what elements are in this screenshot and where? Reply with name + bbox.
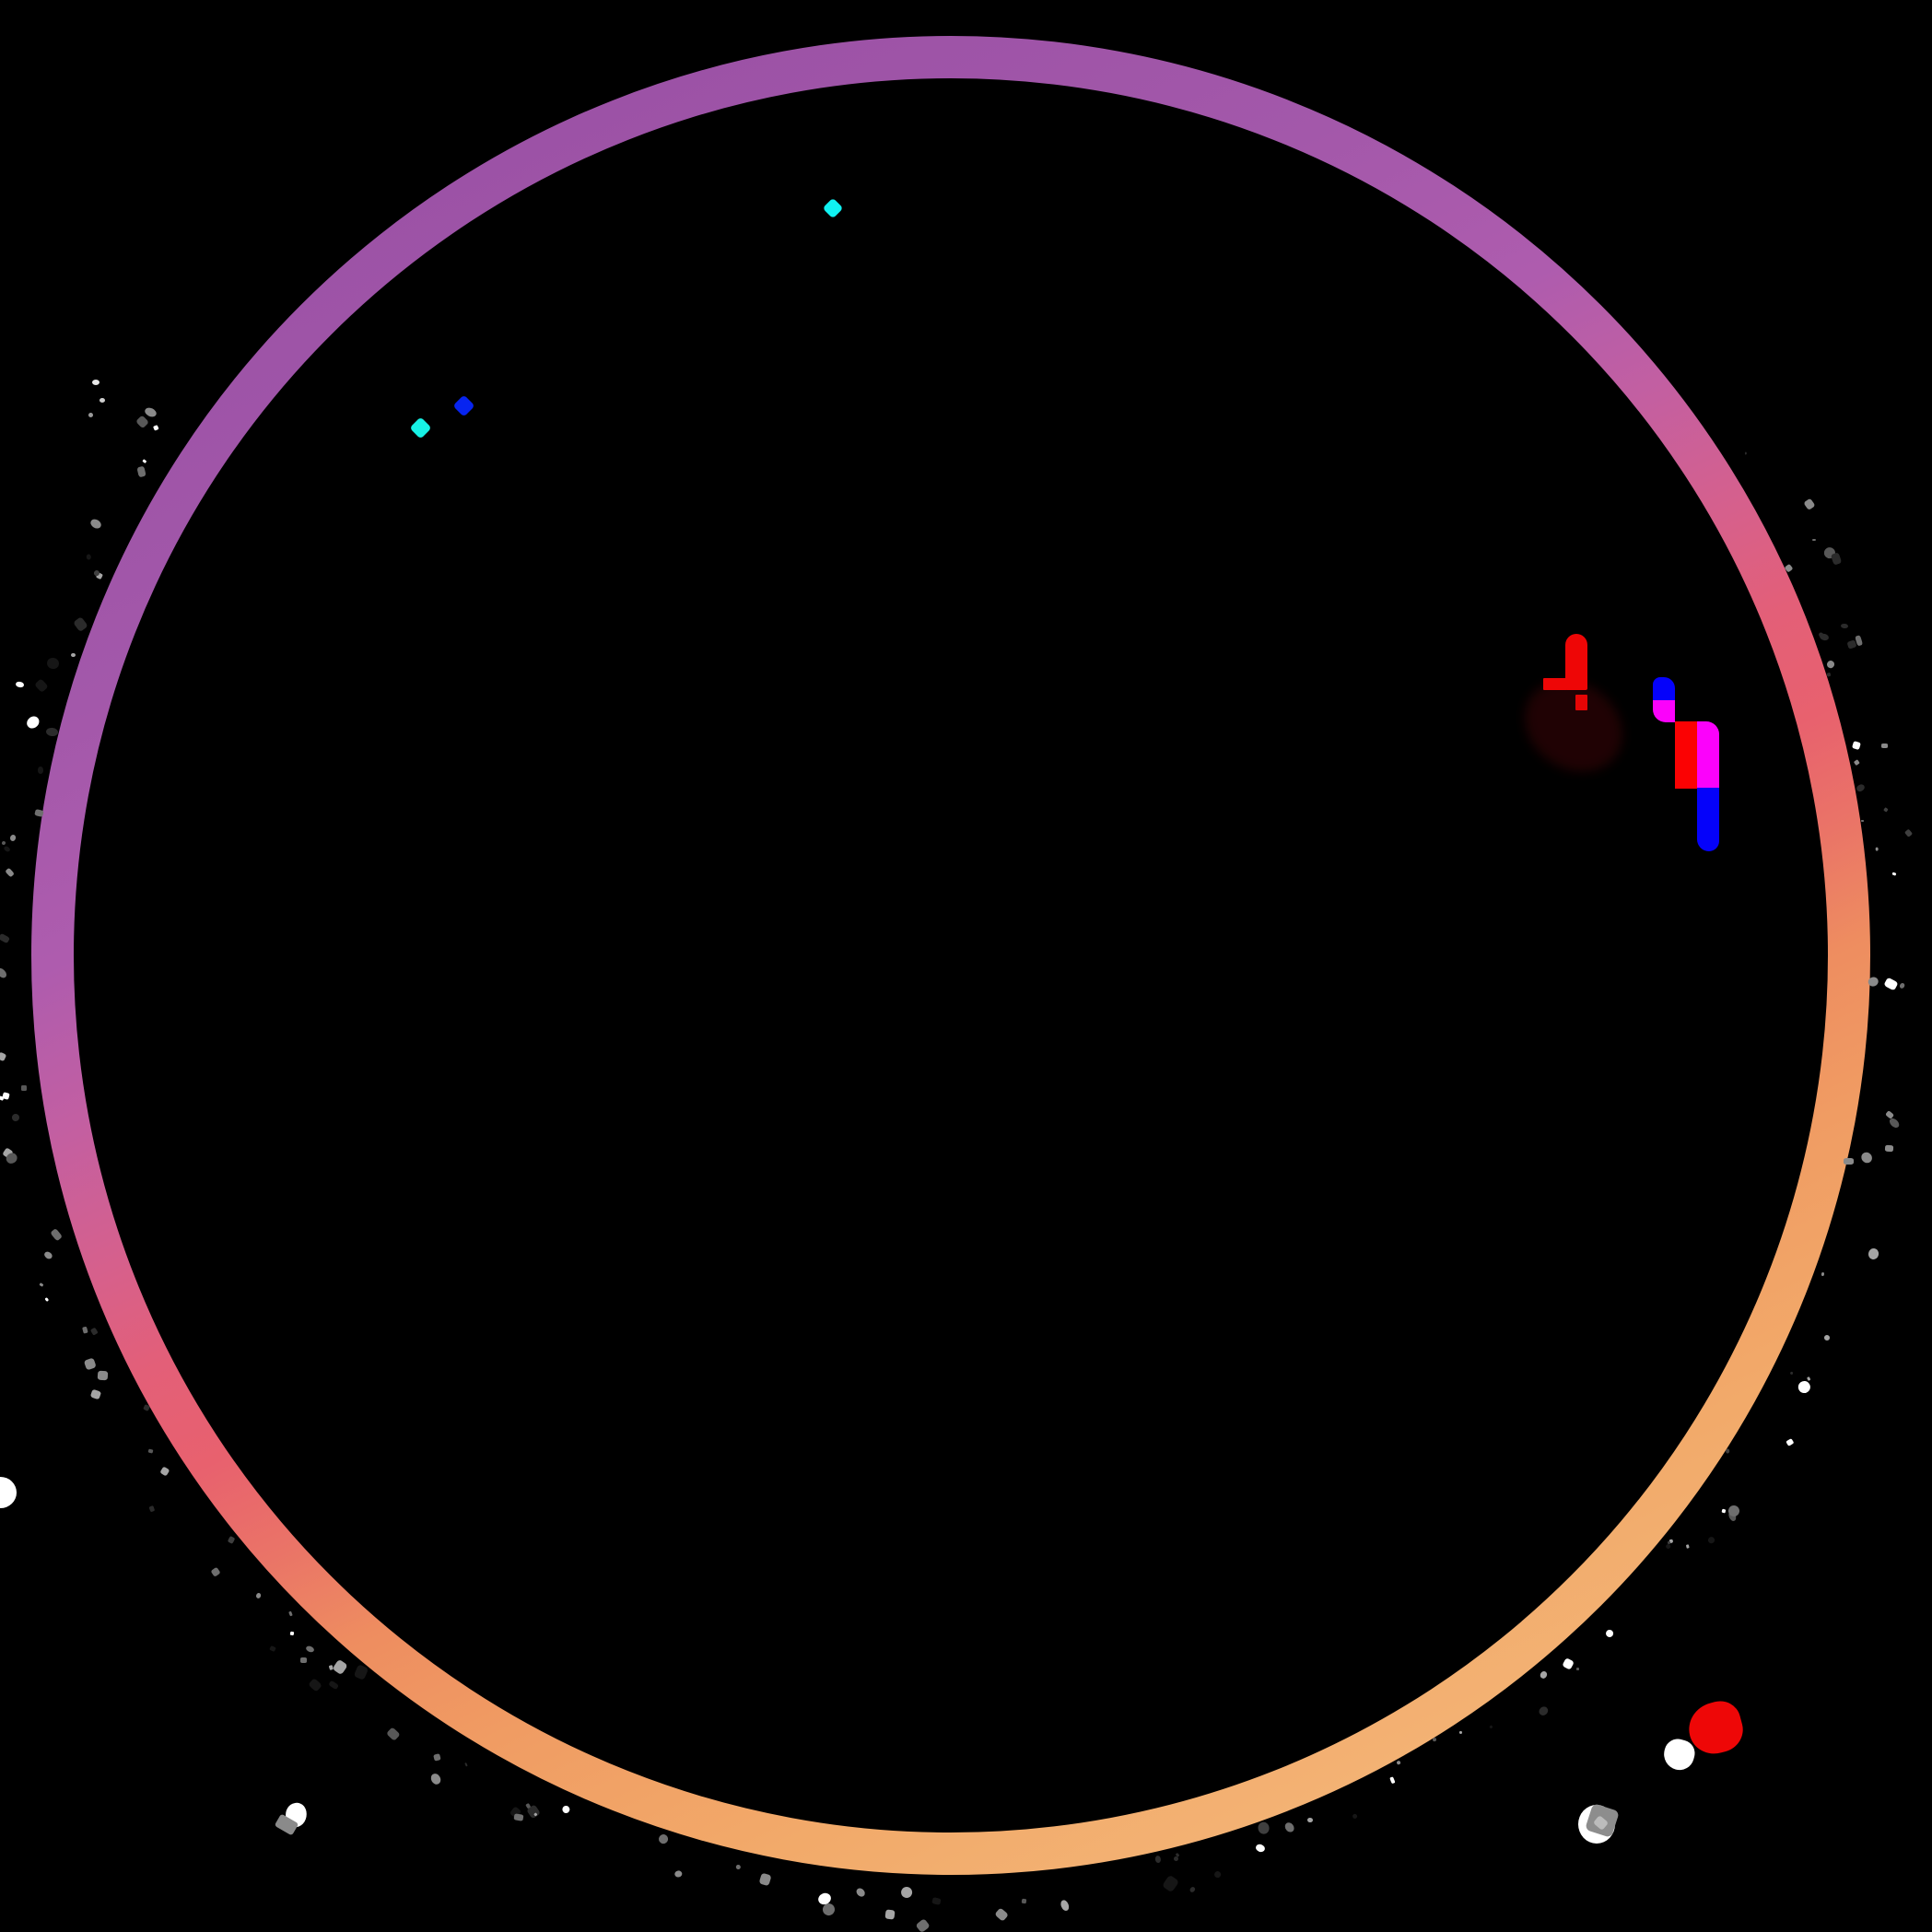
blue-diamond-dot — [452, 394, 475, 417]
gray-diamond-tail — [274, 1813, 299, 1836]
white-speck-upper-left-3 — [88, 413, 93, 417]
glitch-block-blue-top — [1653, 677, 1675, 701]
red-glitch-cross-vertical — [1565, 634, 1587, 690]
white-blob-left-edge — [0, 1477, 17, 1508]
cyan-diamond-dot-top — [822, 197, 844, 219]
glitch-block-magenta-top — [1653, 700, 1675, 722]
glitch-block-magenta-column — [1697, 721, 1719, 789]
white-blob-tip — [1660, 1736, 1698, 1774]
red-glitch-cross-foot — [1575, 695, 1587, 710]
white-crescent-icon — [1578, 1805, 1615, 1844]
cyan-diamond-dot-left — [409, 416, 432, 439]
red-glitch-cross-arm — [1543, 678, 1567, 690]
glitch-block-blue-column — [1697, 788, 1719, 851]
glitch-block-red-column — [1675, 721, 1697, 789]
gradient-ring-circle — [31, 36, 1870, 1875]
gray-diamond-icon — [1585, 1803, 1620, 1838]
red-glitch-smudge — [1506, 662, 1641, 790]
white-speck-upper-left-2 — [100, 398, 105, 403]
red-blob-bottom-right — [1682, 1696, 1749, 1760]
gray-diamond-icon-center — [1592, 1815, 1610, 1831]
white-speck-upper-left-1 — [92, 380, 100, 385]
white-blob-bottom-left — [283, 1801, 310, 1829]
